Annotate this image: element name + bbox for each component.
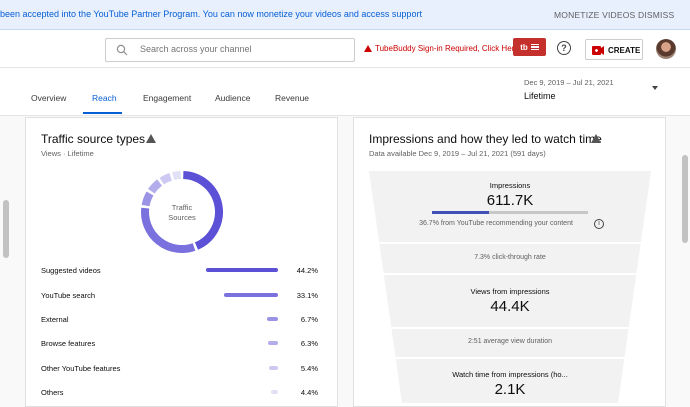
active-tab-indicator xyxy=(83,112,122,114)
avg-duration-text: 2:51 average view duration xyxy=(467,338,553,345)
tab-overview[interactable]: Overview xyxy=(31,93,67,103)
warning-icon[interactable] xyxy=(591,134,601,143)
donut-slice[interactable] xyxy=(182,171,223,250)
donut-center-label-1: Traffic xyxy=(171,203,193,212)
page-scrollbar[interactable] xyxy=(682,155,688,243)
traffic-row-percent: 6.3% xyxy=(300,339,318,348)
tubebuddy-menu-button[interactable]: tb xyxy=(513,38,546,56)
traffic-row-bar xyxy=(206,268,278,272)
date-period[interactable]: Lifetime xyxy=(524,91,556,101)
traffic-row-percent: 44.2% xyxy=(296,266,318,275)
video-camera-icon xyxy=(592,46,604,55)
traffic-row-bar xyxy=(267,317,278,321)
info-icon[interactable]: i xyxy=(594,219,604,229)
donut-slice[interactable] xyxy=(159,172,173,185)
tubebuddy-warning-icon xyxy=(364,45,372,52)
donut-center-label-2: Sources xyxy=(168,213,196,222)
traffic-source-card xyxy=(25,117,338,407)
partner-banner: been accepted into the YouTube Partner P… xyxy=(0,0,690,30)
warning-icon[interactable] xyxy=(146,134,156,143)
traffic-row-percent: 5.4% xyxy=(300,364,318,373)
tubebuddy-signin-link[interactable]: TubeBuddy Sign-in Required, Click Here xyxy=(364,44,519,53)
donut-slice[interactable] xyxy=(141,207,196,253)
traffic-row-bar xyxy=(267,341,278,345)
impressions-label: Impressions xyxy=(489,181,531,190)
views-label: Views from impressions xyxy=(470,287,550,296)
donut-slice[interactable] xyxy=(172,171,181,180)
donut-slice[interactable] xyxy=(141,191,154,207)
tab-reach[interactable]: Reach xyxy=(92,93,117,103)
traffic-row-percent: 4.4% xyxy=(300,388,318,397)
top-bar: TubeBuddy Sign-in Required, Click Here t… xyxy=(0,30,690,68)
search-icon xyxy=(116,44,128,56)
traffic-card-subtitle: Views · Lifetime xyxy=(41,149,94,158)
tubebuddy-logo: tb xyxy=(520,42,528,52)
recommendation-progress xyxy=(432,211,588,214)
traffic-donut-chart[interactable]: Traffic Sources xyxy=(140,170,224,254)
impressions-value: 611.7K xyxy=(486,192,534,209)
traffic-row-label: External xyxy=(41,315,69,324)
dismiss-button[interactable]: DISMISS xyxy=(638,10,675,20)
impressions-card-title: Impressions and how they led to watch ti… xyxy=(369,132,602,146)
search-box[interactable] xyxy=(105,38,355,62)
tubebuddy-signin-text: TubeBuddy Sign-in Required, Click Here xyxy=(375,44,519,53)
create-button[interactable]: CREATE xyxy=(585,39,643,60)
monetize-videos-button[interactable]: MONETIZE VIDEOS xyxy=(554,10,636,20)
help-button[interactable]: ? xyxy=(557,41,571,55)
traffic-row-label: Browse features xyxy=(41,339,96,348)
watch-time-label: Watch time from impressions (ho... xyxy=(452,370,568,379)
traffic-row-percent: 33.1% xyxy=(296,291,318,300)
traffic-row-label: YouTube search xyxy=(41,291,96,300)
views-value: 44.4K xyxy=(490,298,530,315)
recommendation-note: 36.7% from YouTube recommending your con… xyxy=(419,220,573,227)
traffic-row-bar xyxy=(224,293,278,297)
search-input[interactable] xyxy=(140,44,340,54)
tab-revenue[interactable]: Revenue xyxy=(275,93,310,103)
traffic-card-title: Traffic source types xyxy=(41,132,146,146)
watch-time-value: 2.1K xyxy=(494,381,526,398)
chevron-down-icon[interactable] xyxy=(652,86,658,90)
traffic-row-percent: 6.7% xyxy=(300,315,318,324)
donut-slice[interactable] xyxy=(148,179,163,194)
tab-audience[interactable]: Audience xyxy=(215,93,251,103)
left-scrollbar[interactable] xyxy=(3,200,9,258)
analytics-tabs: Overview Reach Engagement Audience Reven… xyxy=(0,68,690,116)
date-range[interactable]: Dec 9, 2019 – Jul 21, 2021 xyxy=(524,78,614,87)
tab-engagement[interactable]: Engagement xyxy=(143,93,192,103)
traffic-row-label: Others xyxy=(41,388,64,397)
avatar[interactable] xyxy=(656,39,676,59)
traffic-row-bar xyxy=(270,390,278,394)
recommendation-progress-fill xyxy=(432,211,490,214)
traffic-row-label: Suggested videos xyxy=(41,266,101,275)
impressions-funnel xyxy=(369,171,651,403)
traffic-row-label: Other YouTube features xyxy=(41,364,121,373)
create-label: CREATE xyxy=(608,46,641,55)
menu-icon xyxy=(530,44,539,50)
impressions-card-subtitle: Data available Dec 9, 2019 – Jul 21, 202… xyxy=(369,149,546,158)
banner-message: been accepted into the YouTube Partner P… xyxy=(0,9,422,19)
donut-svg xyxy=(141,171,223,253)
ctr-text: 7.3% click-through rate xyxy=(474,254,546,261)
traffic-row-bar xyxy=(269,366,278,370)
